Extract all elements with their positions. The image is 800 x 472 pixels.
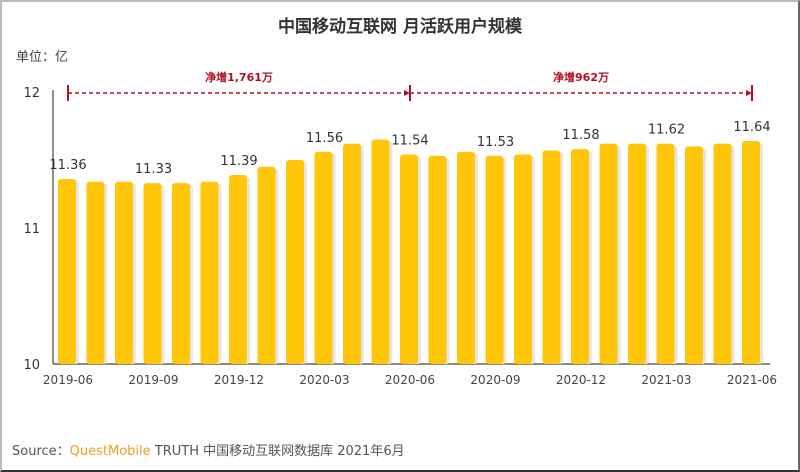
annotation-label: 净增962万 xyxy=(553,70,609,84)
x-tick-label: 2019-12 xyxy=(214,373,264,387)
data-label: 11.56 xyxy=(306,131,343,146)
bar xyxy=(428,155,447,364)
source-prefix: Source： xyxy=(12,444,70,459)
x-tick-label: 2019-06 xyxy=(43,373,93,387)
data-label: 11.53 xyxy=(477,135,514,150)
arrowhead-icon xyxy=(404,90,410,96)
bar xyxy=(457,151,475,364)
bar xyxy=(571,149,589,364)
y-tick-label: 11 xyxy=(23,222,40,237)
data-label: 11.33 xyxy=(135,162,172,177)
x-tick-label: 2020-06 xyxy=(385,373,435,387)
data-label: 11.36 xyxy=(49,158,86,173)
bar xyxy=(229,174,247,364)
source-note: Source：QuestMobile TRUTH 中国移动互联网数据库 2021… xyxy=(12,440,405,459)
bar xyxy=(58,179,76,364)
bar xyxy=(713,143,732,364)
bar xyxy=(257,166,276,364)
data-label: 11.54 xyxy=(391,134,428,149)
bar xyxy=(685,146,703,364)
bar xyxy=(143,183,162,364)
bar xyxy=(628,143,646,364)
chart-title: 中国移动互联网 月活跃用户规模 xyxy=(278,17,522,37)
data-label: 11.58 xyxy=(562,128,599,143)
bar xyxy=(599,143,618,364)
bar xyxy=(314,151,333,364)
x-tick-label: 2021-03 xyxy=(641,373,691,387)
bar xyxy=(742,140,760,364)
bar xyxy=(371,139,390,364)
bar xyxy=(200,181,219,364)
bar xyxy=(115,181,133,364)
y-tick-label: 12 xyxy=(23,86,40,101)
bar xyxy=(400,154,418,364)
source-rest: TRUTH 中国移动互联网数据库 2021年6月 xyxy=(150,444,405,459)
x-tick-label: 2020-12 xyxy=(556,373,606,387)
bar xyxy=(343,143,361,364)
x-tick-label: 2019-09 xyxy=(128,373,178,387)
annotation-label: 净增1,761万 xyxy=(205,70,273,84)
x-tick-label: 2020-09 xyxy=(470,373,520,387)
bar xyxy=(485,155,504,364)
bar xyxy=(286,160,304,364)
data-label: 11.39 xyxy=(220,154,257,169)
bar xyxy=(514,154,532,364)
bar xyxy=(86,181,105,364)
bar xyxy=(172,183,190,364)
arrowhead-icon xyxy=(746,90,752,96)
data-label: 11.64 xyxy=(733,120,770,135)
data-label: 11.62 xyxy=(648,123,685,138)
x-tick-label: 2020-03 xyxy=(299,373,349,387)
unit-label: 单位：亿 xyxy=(16,50,69,65)
y-tick-label: 10 xyxy=(23,358,40,373)
x-tick-label: 2021-06 xyxy=(727,373,777,387)
source-brand: QuestMobile xyxy=(69,444,151,459)
bar xyxy=(656,143,675,364)
bar xyxy=(542,150,561,364)
